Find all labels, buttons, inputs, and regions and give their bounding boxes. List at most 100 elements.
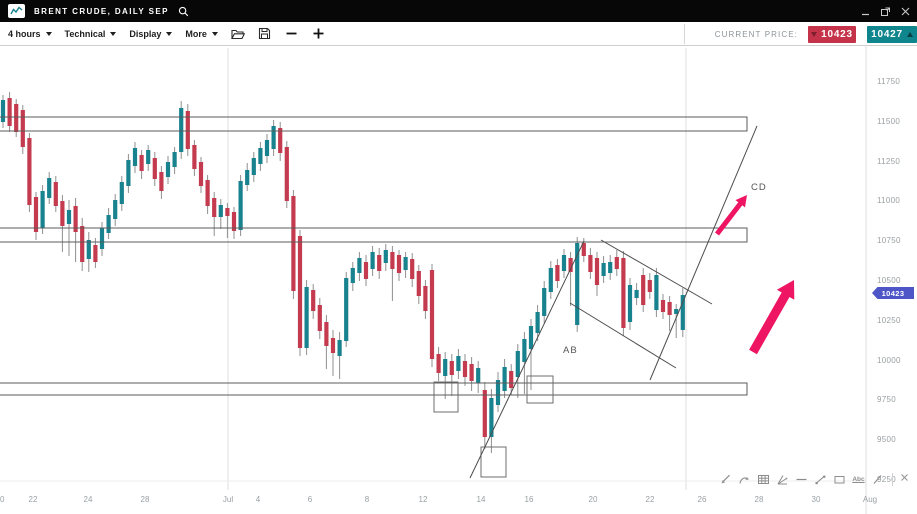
ask-price-badge: 10427 [867,26,917,43]
candle-body [515,351,520,377]
candle-body [93,245,98,262]
annotation-label-cd: CD [751,182,767,193]
candle-body [152,158,157,179]
candle-body [581,243,586,256]
candle-body [47,178,52,198]
candle-body [350,268,355,283]
candle-body [522,339,527,362]
x-axis-label: Jul [222,495,234,504]
annotation-box[interactable] [480,446,507,478]
zoom-in-icon[interactable] [312,27,326,41]
annotation-label-ab: AB [563,345,578,356]
x-axis-label: 22 [28,495,38,504]
channel-upper-line[interactable] [600,239,713,305]
y-axis-label: 11500 [877,116,901,126]
candle-body [370,252,375,269]
candle-body [245,170,250,185]
horizontal-line-icon[interactable] [794,472,809,487]
candle-body [654,275,659,310]
candle-body [647,280,652,292]
cursor-icon[interactable] [718,472,733,487]
bid-price-value: 10423 [821,29,853,40]
candle-body [80,226,85,262]
candle-body [139,155,144,171]
timeframe-dropdown-label: 4 hours [8,28,41,39]
candle-body [621,258,626,328]
x-axis-label: 14 [476,495,486,504]
candle-body [146,150,151,164]
technical-dropdown-label: Technical [64,28,106,39]
candle-body [192,145,197,169]
y-axis-label: 9500 [877,435,896,445]
candle-body [304,287,309,348]
timeframe-dropdown[interactable]: 4 hours [8,29,52,39]
close-icon[interactable] [900,6,911,17]
search-icon[interactable] [178,6,189,17]
more-dropdown-label: More [185,28,207,39]
chevron-down-icon [211,31,218,36]
candle-body [614,257,619,269]
ab-trendline[interactable] [469,240,585,479]
rectangle-icon[interactable] [832,472,847,487]
candle-body [627,285,633,322]
candle-body [20,110,25,147]
cd-trendline[interactable] [649,125,758,381]
candle-body [0,100,6,122]
save-icon[interactable] [258,27,272,41]
zoom-out-icon[interactable] [285,27,299,41]
candle-body [205,180,210,206]
candle-body [528,326,534,349]
bid-price-badge: 10423 [808,26,856,43]
trend-angle-icon[interactable] [775,472,790,487]
x-axis-label: 20 [588,495,598,504]
diagonal-line-icon[interactable] [870,472,885,487]
more-dropdown[interactable]: More [185,29,218,39]
candle-body [324,322,329,346]
candle-body [264,140,270,156]
annotation-box[interactable] [526,375,554,404]
zone-rectangle[interactable] [0,227,748,243]
candle-body [489,398,494,437]
candle-body [40,191,45,228]
candle-body [449,361,454,375]
candle-body [159,172,164,191]
annotation-box[interactable] [433,381,459,413]
current-price-label: CURRENT PRICE: [714,30,798,39]
y-axis-label: 11000 [877,196,901,206]
candle-body [542,288,547,316]
drawing-toolbar-close-icon[interactable] [900,473,909,485]
candle-body [594,258,600,285]
x-axis-label: 24 [83,495,93,504]
restore-icon[interactable] [880,6,891,17]
candle-body [198,162,204,186]
candle-body [410,259,415,279]
text-tool-label: Abc [852,475,865,483]
candle-body [476,368,481,383]
display-dropdown[interactable]: Display [129,29,173,39]
candle-body [456,356,461,371]
candle-body [60,201,65,226]
y-axis-label: 10000 [877,355,901,365]
technical-dropdown[interactable]: Technical [65,29,117,39]
minimize-icon[interactable] [860,6,871,17]
x-axis-label: 16 [524,495,534,504]
trendline-icon[interactable] [813,472,828,487]
open-folder-icon[interactable] [231,27,245,41]
candle-body [311,290,316,311]
small-up-arrow[interactable] [715,195,747,236]
zone-rectangle[interactable] [0,116,748,132]
text-tool-icon[interactable]: Abc [851,472,866,487]
table-icon[interactable] [756,472,771,487]
zone-rectangle[interactable] [0,382,748,396]
candle-body [443,359,448,376]
x-axis-label: 30 [811,495,821,504]
candle-body [218,205,223,217]
x-axis-label: 20 [0,495,5,504]
candle-body [416,271,421,296]
large-up-arrow[interactable] [749,280,795,355]
candle-body [588,255,593,272]
freehand-draw-icon[interactable] [737,472,752,487]
channel-lower-line[interactable] [569,302,677,369]
